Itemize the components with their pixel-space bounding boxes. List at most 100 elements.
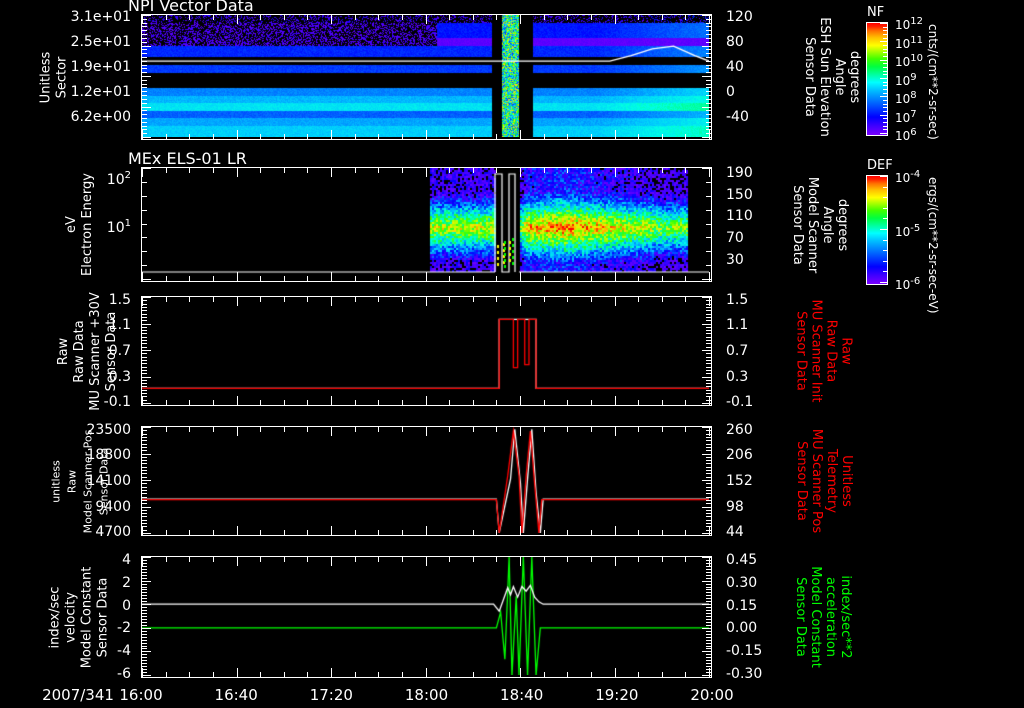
axis-title-left-text: Sensor Data Model Scanner Pos Raw unitless xyxy=(49,429,111,533)
axis-title-left-npi-vector-data: Sector Unitless xyxy=(28,14,118,140)
y-tick-right xyxy=(706,72,711,73)
x-tick-bottom xyxy=(544,400,545,405)
y-tick-label-right: 0.3 xyxy=(726,368,749,385)
x-tick-bottom xyxy=(615,272,616,281)
x-tick-bottom xyxy=(402,134,403,139)
x-tick-top xyxy=(544,297,545,302)
x-tick-top xyxy=(544,15,545,20)
x-tick-bottom xyxy=(567,276,568,281)
x-tick-bottom xyxy=(591,134,592,139)
y-tick-right xyxy=(702,651,711,652)
x-tick-label: 18:00 xyxy=(404,686,449,704)
x-tick-bottom xyxy=(615,668,616,677)
y-tick-right xyxy=(706,265,711,266)
x-tick-bottom xyxy=(662,400,663,405)
x-tick-bottom xyxy=(591,530,592,535)
colorbar-tick xyxy=(883,38,887,39)
y-tick-right xyxy=(702,350,711,351)
x-tick-bottom xyxy=(426,130,427,139)
x-tick-bottom xyxy=(166,134,167,139)
x-tick-bottom xyxy=(284,134,285,139)
x-tick-bottom xyxy=(449,276,450,281)
axis-title-left-text: Electron Energy eV xyxy=(63,173,95,276)
y-tick-left xyxy=(142,99,147,100)
y-tick-left xyxy=(142,133,147,134)
colorbar-def-colorbar xyxy=(866,175,888,285)
x-tick-top xyxy=(591,15,592,20)
y-tick-left xyxy=(142,340,147,341)
x-tick-bottom xyxy=(709,668,710,677)
y-tick-left xyxy=(142,675,151,676)
colorbar-tick xyxy=(883,45,887,46)
y-tick-right xyxy=(706,357,711,358)
y-tick-left xyxy=(142,560,147,561)
y-tick-label-right: 206 xyxy=(726,447,753,464)
y-tick-left xyxy=(142,657,147,658)
x-tick-bottom xyxy=(142,526,143,535)
y-tick-left xyxy=(142,613,147,614)
x-tick-bottom xyxy=(284,530,285,535)
y-tick-left xyxy=(142,53,147,54)
x-tick-top xyxy=(709,427,710,436)
y-tick-right xyxy=(706,68,711,69)
y-tick-right xyxy=(706,569,711,570)
y-tick-left xyxy=(142,72,147,73)
y-tick-left xyxy=(142,343,147,344)
x-tick-top xyxy=(449,168,450,173)
y-tick-label-right: 30 xyxy=(726,251,744,268)
y-tick-left xyxy=(142,575,147,576)
y-tick-label-left: 0.3 xyxy=(108,368,131,385)
x-tick-bottom xyxy=(142,396,143,405)
x-tick-top xyxy=(638,15,639,20)
y-tick-label-left: 2.5e+01 xyxy=(70,33,131,50)
x-tick-bottom xyxy=(426,272,427,281)
y-tick-left xyxy=(142,107,151,108)
x-tick-top xyxy=(591,168,592,173)
x-tick-bottom xyxy=(662,672,663,677)
y-tick-right xyxy=(706,672,711,673)
x-tick-top xyxy=(284,168,285,173)
y-tick-left xyxy=(142,463,147,464)
x-tick-top xyxy=(685,297,686,302)
x-tick-top xyxy=(213,297,214,302)
y-tick-label-right: -0.30 xyxy=(726,665,763,682)
y-tick-right xyxy=(706,224,711,225)
y-tick-right xyxy=(706,483,711,484)
x-tick-bottom xyxy=(638,400,639,405)
y-tick-left xyxy=(142,307,147,308)
y-tick-right xyxy=(706,133,711,134)
x-tick-top xyxy=(307,557,308,562)
y-tick-left xyxy=(142,357,147,358)
y-tick-right xyxy=(706,129,711,130)
x-tick-top xyxy=(520,168,521,177)
y-tick-label-right: 40 xyxy=(726,58,744,75)
y-tick-right xyxy=(706,663,711,664)
y-tick-left xyxy=(142,480,151,481)
axis-title-right-text: Sensor Data ESH Sun Elevation Angle degrees xyxy=(801,17,862,137)
y-tick-right xyxy=(702,675,711,676)
y-tick-right xyxy=(702,107,711,108)
x-tick-bottom xyxy=(189,400,190,405)
y-tick-left xyxy=(142,622,147,623)
x-tick-bottom xyxy=(402,400,403,405)
x-tick-bottom xyxy=(166,276,167,281)
x-tick-top xyxy=(402,168,403,173)
y-tick-left xyxy=(142,578,147,579)
y-tick-right xyxy=(706,393,711,394)
x-tick-bottom xyxy=(189,530,190,535)
line-canvas xyxy=(142,557,709,675)
colorbar-tick xyxy=(883,118,887,119)
x-tick-bottom xyxy=(520,668,521,677)
x-tick-top xyxy=(378,557,379,562)
y-tick-label-left: 4 xyxy=(122,552,131,569)
y-tick-left xyxy=(142,360,147,361)
y-tick-left xyxy=(142,510,147,511)
x-tick-label: 18:40 xyxy=(500,686,544,704)
y-tick-left xyxy=(142,434,147,435)
colorbar-tick xyxy=(883,93,887,94)
y-tick-right xyxy=(706,616,711,617)
y-tick-right xyxy=(706,360,711,361)
x-tick-bottom xyxy=(260,672,261,677)
y-tick-left xyxy=(142,587,147,588)
y-tick-left xyxy=(142,327,147,328)
